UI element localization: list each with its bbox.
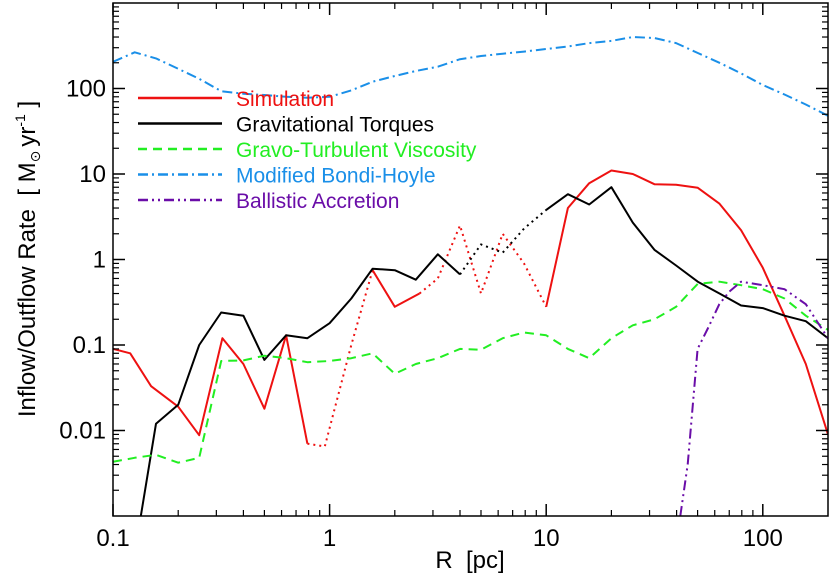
legend-label: Ballistic Accretion [236, 190, 399, 213]
series-line-segment [545, 186, 828, 339]
y-tick-label: 100 [66, 76, 106, 103]
y-axis-label-exponent: -1 [12, 114, 28, 127]
series-line-segment [371, 269, 420, 308]
y-tick-label: 1 [93, 247, 106, 274]
series-layer [113, 36, 828, 516]
legend-label: Gravo-Turbulent Viscosity [236, 139, 477, 162]
series-line-segment [545, 169, 828, 435]
series-line-segment [307, 269, 374, 448]
solar-mass-symbol-icon: ⊙ [27, 151, 43, 163]
y-tick-label: 10 [79, 161, 106, 188]
y-axis-label-unit: yr [14, 127, 41, 147]
series-line-segment [459, 209, 547, 275]
series-line-segment [113, 280, 828, 464]
legend: Simulation Gravitational TorquesGravo-Tur… [138, 88, 477, 213]
x-tick-label: 0.1 [96, 525, 129, 552]
series-modified-bondi-hoyle [113, 36, 828, 117]
ticks-layer: 0.1 1 10 100 0.01 0.1 1 10 100 [59, 3, 828, 552]
x-tick-label: 10 [533, 525, 560, 552]
series-line-segment [679, 280, 828, 516]
x-tick-label: 1 [323, 525, 336, 552]
series-line-segment [418, 224, 548, 308]
y-axis-label-main: Inflow/Outflow Rate [ M [14, 162, 41, 417]
legend-label: Simulation [236, 88, 334, 111]
y-axis-label-close: ] [14, 101, 41, 114]
series-ballistic-accretion [679, 280, 828, 516]
series-line-segment [113, 334, 309, 444]
y-tick-label: 0.1 [73, 332, 106, 359]
legend-label: Modified Bondi-Hoyle [236, 165, 436, 188]
y-axis-label: Inflow/Outflow Rate [ M⊙ yr-1 ] [12, 101, 43, 417]
series-line-segment [139, 253, 461, 516]
y-tick-label: 0.01 [59, 418, 106, 445]
series-gravo-turbulent-viscosity [113, 280, 828, 464]
series-line-segment [113, 36, 828, 117]
legend-label: Gravitational Torques [236, 114, 434, 137]
svg-text:Inflow/Outflow Rate [ M⊙yr-1: Inflow/Outflow Rate [ M⊙ yr-1 ] [12, 101, 43, 417]
series-gravitational-torques [139, 186, 828, 516]
series-simulation [113, 169, 828, 448]
x-axis-label: R [pc] [435, 547, 504, 574]
x-tick-label: 100 [743, 525, 783, 552]
